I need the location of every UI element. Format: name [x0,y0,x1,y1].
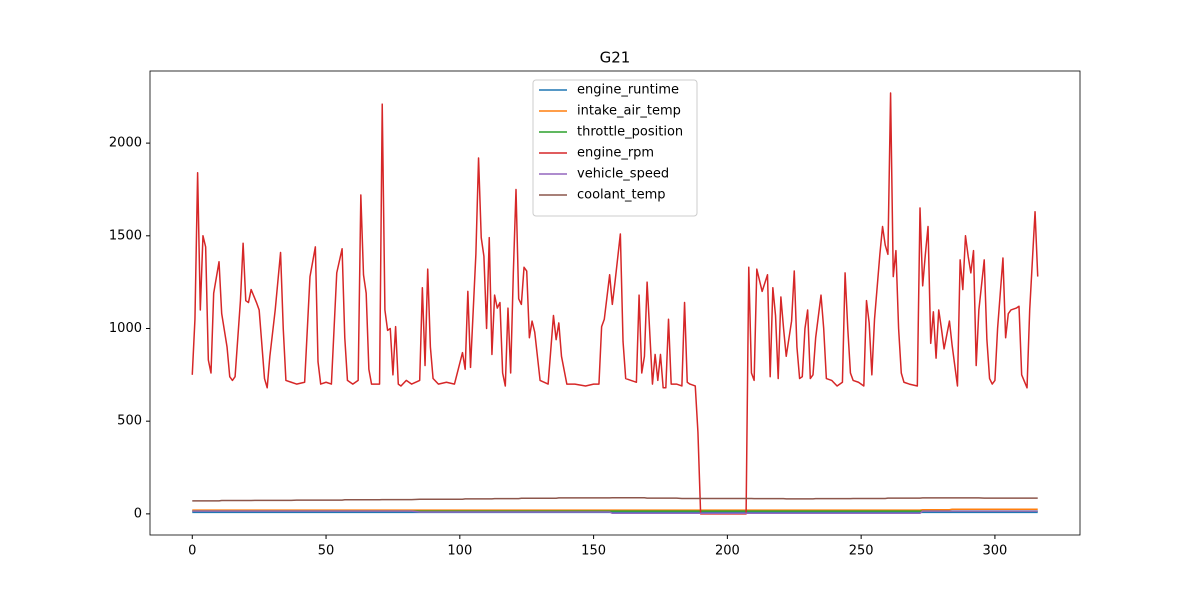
x-tick-label: 300 [983,544,1008,559]
x-tick-label: 250 [849,544,874,559]
legend-label: intake_air_temp [577,104,681,119]
x-tick-label: 200 [715,544,740,559]
legend-label: engine_runtime [577,83,679,98]
legend-label: coolant_temp [577,188,665,203]
legend-label: engine_rpm [577,146,654,161]
x-tick-label: 100 [447,544,472,559]
legend-label: throttle_position [577,125,683,140]
series-line [192,496,1038,502]
x-tick-label: 50 [318,544,335,559]
series-line [191,92,1039,515]
series-line [192,508,1038,511]
y-tick-label: 1500 [109,228,142,243]
x-tick-label: 0 [188,544,196,559]
y-tick-label: 0 [134,506,142,521]
x-tick-label: 150 [581,544,606,559]
legend-box [532,79,698,217]
y-tick-label: 1000 [109,321,142,336]
axes-frame [149,70,1081,536]
chart-title: G21 [600,49,631,67]
y-tick-label: 2000 [109,136,142,151]
y-tick-label: 500 [117,414,142,429]
legend-label: vehicle_speed [577,167,669,182]
series-line [192,510,1038,515]
